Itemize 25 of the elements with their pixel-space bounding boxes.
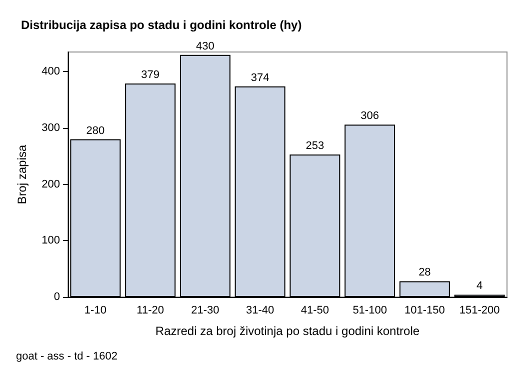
- x-tick-label: 151-200: [459, 304, 500, 316]
- data-label: 4: [476, 280, 483, 292]
- x-tick-label: 41-50: [300, 304, 330, 316]
- chart-title: Distribucija zapisa po stadu i godini kontrole (hy): [21, 18, 302, 32]
- x-tick-label: 51-100: [352, 304, 387, 316]
- y-tick-label: 400: [42, 66, 60, 78]
- y-tick-label: 200: [42, 178, 60, 190]
- data-label: 280: [86, 124, 105, 137]
- data-label: 430: [196, 40, 214, 52]
- y-tick-label: 100: [42, 234, 60, 247]
- data-label: 28: [418, 266, 431, 279]
- y-tick-label: 0: [54, 291, 60, 303]
- x-tick-label: 101-150: [404, 304, 445, 316]
- data-label: 374: [250, 72, 270, 84]
- x-tick-label: 31-40: [246, 304, 274, 316]
- x-tick-label: 21-30: [191, 304, 220, 316]
- x-tick-label: 1-10: [84, 304, 106, 316]
- data-label: 379: [141, 69, 160, 82]
- data-label: 306: [360, 110, 379, 122]
- y-tick-label: 300: [42, 122, 60, 134]
- data-label: 253: [306, 140, 324, 152]
- x-axis-title: Razredi za broj životinja po stadu i godini kontrole: [155, 324, 420, 338]
- y-axis-title: Broj zapisa: [15, 144, 29, 204]
- x-tick-label: 11-20: [136, 304, 164, 316]
- text: goat - ass - td - 1602: [16, 350, 118, 362]
